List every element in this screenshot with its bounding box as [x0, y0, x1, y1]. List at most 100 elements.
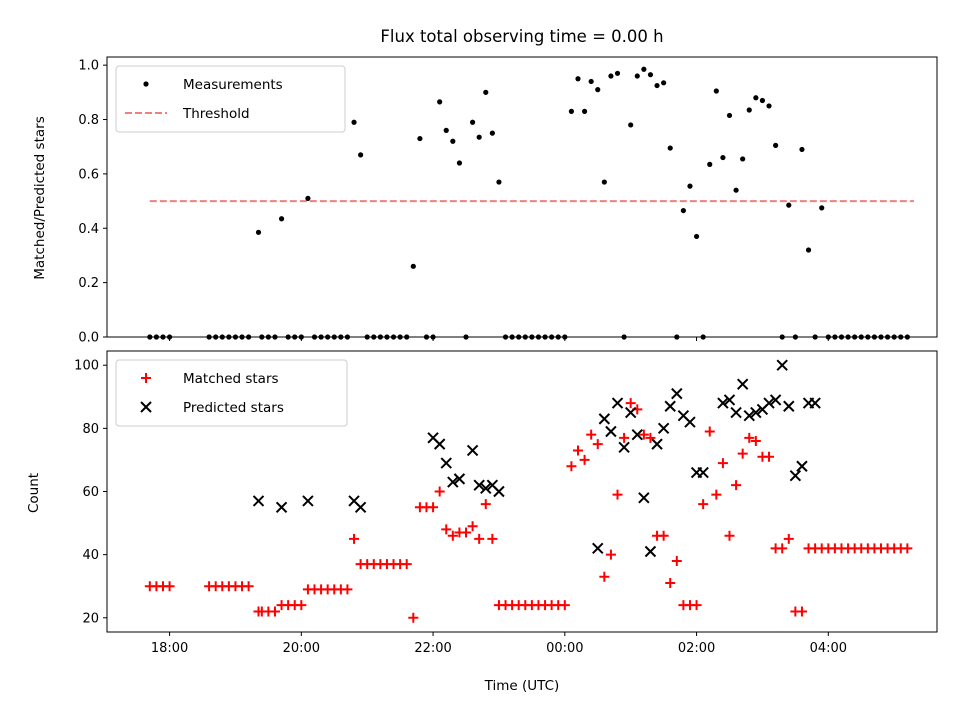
- matched-star-point: [592, 439, 603, 450]
- measurement-point: [707, 161, 713, 167]
- predicted-star-point: [618, 441, 630, 454]
- top-chart-title: Flux total observing time = 0.00 h: [380, 27, 663, 46]
- matched-star-point: [349, 533, 360, 544]
- top-plot-area: 0.0 0.2 0.4 0.6 0.8 1.0: [78, 56, 938, 346]
- measurement-point: [443, 127, 449, 133]
- x-axis-label: Time (UTC): [484, 678, 560, 694]
- matched-star-point: [401, 559, 412, 570]
- predicted-star-point: [631, 428, 643, 441]
- measurement-point: [805, 247, 812, 253]
- measurement-point: [667, 145, 673, 151]
- predicted-star-point: [657, 422, 670, 435]
- predicted-star-point: [743, 410, 755, 422]
- matched-star-point: [342, 584, 353, 595]
- measurement-point: [255, 229, 262, 235]
- predicted-star-point: [302, 495, 314, 507]
- matched-star-point: [704, 426, 715, 437]
- measurement-point: [595, 87, 601, 93]
- bottom-panel: 20 40 60 80 100 18:00 20:00 22:00 00:00 02:00 04:0…: [26, 350, 938, 694]
- matched-star-point: [579, 454, 590, 465]
- measurement-point: [786, 202, 792, 208]
- measurement-point: [351, 119, 357, 125]
- measurement-point: [450, 138, 456, 144]
- matched-star-point: [671, 555, 682, 566]
- matched-star-point: [796, 606, 807, 617]
- predicted-star-point: [789, 470, 802, 482]
- measurement-point: [410, 263, 416, 269]
- predicted-star-point: [440, 457, 452, 469]
- measurement-point: [417, 135, 423, 142]
- matched-star-point: [487, 533, 498, 544]
- measurement-point: [799, 146, 805, 153]
- matched-star-point: [724, 530, 735, 541]
- predicted-star-point: [453, 473, 466, 485]
- measurement-point: [614, 70, 621, 76]
- measurement-point: [753, 95, 759, 101]
- measurement-point: [687, 183, 693, 189]
- matched-star-point: [691, 600, 702, 611]
- bottom-plot-area: 20 40 60 80 100 18:00 20:00 22:00 00:00 02:00 04:0…: [74, 350, 938, 656]
- predicted-star-point: [796, 460, 808, 472]
- matched-star-point: [750, 435, 761, 446]
- top-y-axis-label: Matched/Predicted stars: [32, 116, 48, 279]
- bottom-xtick-label: 04:00: [810, 641, 847, 656]
- matched-star-point: [605, 549, 616, 560]
- measurement-point: [456, 160, 463, 166]
- measurement-point: [693, 233, 700, 240]
- matched-star-point: [447, 530, 458, 541]
- bottom-ytick-label: 40: [82, 548, 99, 563]
- predicted-star-point: [598, 413, 611, 425]
- measurement-point: [608, 73, 614, 79]
- matched-star-point: [480, 499, 491, 510]
- matched-star-point: [658, 530, 669, 541]
- measurement-point: [680, 207, 686, 214]
- top-legend-label-0: Measurements: [183, 77, 283, 93]
- measurement-point: [575, 76, 581, 82]
- measurement-point: [489, 130, 495, 136]
- matched-star-point: [619, 432, 630, 443]
- matched-star-point: [902, 543, 913, 554]
- predicted-star-point: [275, 501, 288, 513]
- bottom-xtick-label: 20:00: [283, 641, 320, 656]
- matched-star-point: [665, 578, 676, 589]
- top-ytick-label: 1.0: [78, 59, 99, 74]
- measurement-point: [568, 108, 575, 114]
- predicted-star-point: [671, 387, 683, 400]
- top-axes-frame: [106, 56, 938, 338]
- matched-star-point: [645, 432, 656, 443]
- predicted-star-point: [638, 492, 650, 504]
- matched-star-point: [711, 489, 722, 500]
- bottom-xtick-label: 22:00: [414, 641, 451, 656]
- measurement-point: [740, 156, 746, 162]
- bottom-ytick-label: 60: [82, 485, 99, 500]
- top-ytick-label: 0.2: [78, 276, 99, 291]
- measurement-point: [773, 142, 779, 148]
- predicted-star-point: [493, 485, 505, 498]
- measurement-point: [726, 112, 733, 119]
- measurement-point: [358, 152, 364, 158]
- top-ytick-label: 0.4: [78, 222, 99, 237]
- matched-star-point: [474, 533, 485, 544]
- predicted-star-point: [750, 406, 762, 419]
- matched-star-point: [164, 581, 175, 592]
- predicted-star-point: [447, 476, 459, 488]
- matched-star-point: [269, 606, 280, 617]
- measurement-point: [647, 72, 654, 78]
- measurement-point: [588, 78, 594, 85]
- top-legend-swatch-0: [143, 81, 149, 87]
- top-ytick-label: 0.8: [78, 113, 99, 128]
- matched-star-point: [612, 489, 623, 500]
- measurement-point: [733, 187, 739, 193]
- predicted-star-point: [783, 400, 795, 412]
- matched-star-point: [428, 502, 439, 513]
- matched-star-point: [737, 448, 748, 459]
- predicted-star-point: [717, 397, 729, 409]
- matched-star-point: [599, 571, 610, 582]
- matched-star-point: [461, 527, 472, 538]
- bottom-xtick-label: 18:00: [151, 641, 188, 656]
- top-ytick-label: 0.0: [78, 331, 99, 346]
- top-ytick-label: 0.6: [78, 167, 99, 182]
- bottom-legend-swatch-1: [140, 401, 152, 413]
- measurement-point: [654, 82, 660, 89]
- matched-star-point: [572, 445, 583, 456]
